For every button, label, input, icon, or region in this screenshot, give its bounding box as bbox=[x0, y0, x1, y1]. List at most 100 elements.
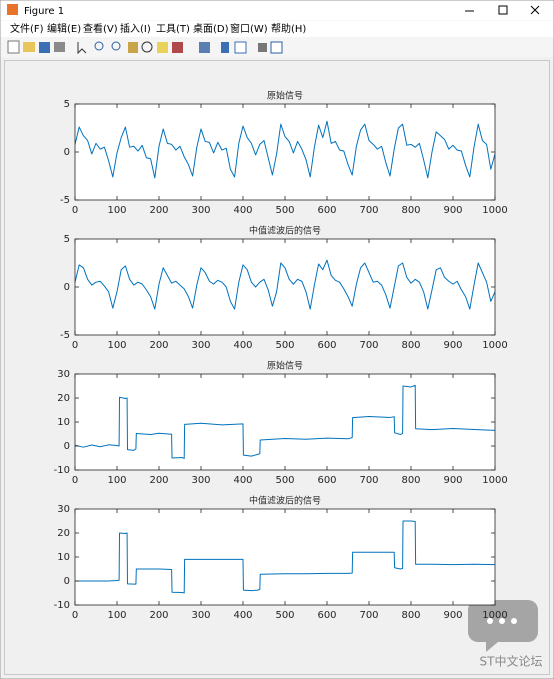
tool-icon[interactable] bbox=[23, 42, 35, 52]
tool-icon[interactable] bbox=[258, 43, 267, 52]
x-tick-label: 1000 bbox=[482, 205, 507, 216]
plot-area bbox=[75, 509, 495, 605]
x-tick-label: 800 bbox=[401, 610, 420, 621]
y-tick-label: 10 bbox=[57, 552, 70, 563]
y-tick-label: 30 bbox=[57, 369, 70, 380]
series bbox=[75, 384, 495, 459]
toolbar-icons bbox=[7, 40, 283, 55]
tool-icon[interactable] bbox=[172, 42, 183, 53]
tool-icon[interactable] bbox=[111, 41, 121, 51]
tool-icon[interactable] bbox=[199, 42, 210, 53]
app-icon bbox=[7, 4, 18, 15]
x-tick-label: 400 bbox=[233, 610, 252, 621]
x-tick-label: 700 bbox=[359, 340, 378, 351]
series bbox=[75, 520, 495, 594]
title-bar bbox=[0, 0, 554, 21]
menu-item[interactable]: 窗口(W) bbox=[230, 22, 268, 35]
tool-icon[interactable] bbox=[234, 41, 247, 54]
series bbox=[75, 120, 495, 179]
menu-item[interactable]: 桌面(D) bbox=[193, 22, 229, 35]
menu-item[interactable]: 查看(V) bbox=[83, 22, 118, 35]
signal-line bbox=[75, 259, 495, 310]
y-tick-label: -10 bbox=[54, 600, 70, 611]
x-tick-label: 500 bbox=[275, 475, 294, 486]
x-tick-label: 700 bbox=[359, 475, 378, 486]
menu-item[interactable]: 插入(I) bbox=[120, 22, 151, 35]
y-tick-label: 5 bbox=[64, 99, 70, 110]
y-tick-label: 30 bbox=[57, 504, 70, 515]
x-tick-label: 400 bbox=[233, 340, 252, 351]
plot-area bbox=[75, 374, 495, 470]
x-tick-label: 900 bbox=[443, 475, 462, 486]
y-tick-label: 20 bbox=[57, 393, 70, 404]
y-tick-label: -10 bbox=[54, 465, 70, 476]
x-tick-label: 900 bbox=[443, 610, 462, 621]
x-tick-label: 100 bbox=[107, 475, 126, 486]
menu-item[interactable]: 文件(F) bbox=[10, 22, 44, 35]
y-tick-label: 0 bbox=[64, 576, 70, 587]
signal-line bbox=[75, 384, 495, 459]
x-tick-label: 500 bbox=[275, 610, 294, 621]
menu-item[interactable]: 帮助(H) bbox=[271, 22, 306, 35]
signal-line bbox=[75, 120, 495, 179]
x-tick-label: 600 bbox=[317, 205, 336, 216]
watermark-dot bbox=[487, 618, 493, 624]
x-tick-label: 300 bbox=[191, 475, 210, 486]
y-tick-label: 10 bbox=[57, 417, 70, 428]
x-tick-label: 0 bbox=[72, 610, 78, 621]
watermark-text: ST中文论坛 bbox=[480, 654, 543, 669]
y-tick-label: -5 bbox=[60, 195, 70, 206]
x-tick-label: 0 bbox=[72, 205, 78, 216]
y-tick-label: 0 bbox=[64, 282, 70, 293]
tool-icon[interactable] bbox=[54, 42, 65, 52]
x-tick-label: 800 bbox=[401, 205, 420, 216]
x-tick-label: 200 bbox=[149, 610, 168, 621]
tool-icon[interactable] bbox=[141, 41, 153, 53]
menu-item[interactable]: 工具(T) bbox=[156, 23, 190, 35]
x-tick-label: 300 bbox=[191, 205, 210, 216]
watermark-dot bbox=[511, 618, 517, 624]
x-tick-label: 300 bbox=[191, 340, 210, 351]
x-tick-label: 100 bbox=[107, 205, 126, 216]
x-tick-label: 100 bbox=[107, 340, 126, 351]
tool-icon[interactable] bbox=[39, 42, 50, 53]
signal-line bbox=[75, 520, 495, 594]
x-tick-label: 100 bbox=[107, 610, 126, 621]
y-tick-label: -5 bbox=[60, 330, 70, 341]
watermark: ST中文论坛 bbox=[468, 600, 542, 669]
x-tick-label: 0 bbox=[72, 475, 78, 486]
tool-icon[interactable] bbox=[7, 40, 20, 54]
x-tick-label: 500 bbox=[275, 205, 294, 216]
x-tick-label: 900 bbox=[443, 205, 462, 216]
close-button[interactable] bbox=[530, 5, 540, 15]
axes-title: 原始信号 bbox=[267, 90, 303, 102]
tool-icon[interactable] bbox=[77, 42, 87, 55]
tool-icon[interactable] bbox=[94, 41, 104, 51]
x-tick-label: 400 bbox=[233, 475, 252, 486]
watermark-dot bbox=[499, 618, 505, 624]
menu-item[interactable]: 编辑(E) bbox=[47, 22, 81, 35]
x-tick-label: 700 bbox=[359, 610, 378, 621]
x-tick-label: 1000 bbox=[482, 475, 507, 486]
x-tick-label: 600 bbox=[317, 475, 336, 486]
plot-area bbox=[75, 104, 495, 200]
tool-icon[interactable] bbox=[221, 42, 229, 53]
watermark-icon bbox=[468, 600, 538, 652]
x-tick-label: 200 bbox=[149, 475, 168, 486]
x-tick-label: 300 bbox=[191, 610, 210, 621]
tool-icon[interactable] bbox=[270, 41, 283, 54]
x-tick-label: 800 bbox=[401, 475, 420, 486]
tool-icon[interactable] bbox=[128, 42, 138, 53]
x-tick-label: 200 bbox=[149, 205, 168, 216]
y-tick-label: 5 bbox=[64, 234, 70, 245]
y-tick-label: 0 bbox=[64, 147, 70, 158]
tool-icon[interactable] bbox=[157, 42, 168, 53]
x-tick-label: 600 bbox=[317, 610, 336, 621]
series bbox=[75, 259, 495, 310]
x-tick-label: 400 bbox=[233, 205, 252, 216]
maximize-button[interactable] bbox=[498, 5, 508, 15]
